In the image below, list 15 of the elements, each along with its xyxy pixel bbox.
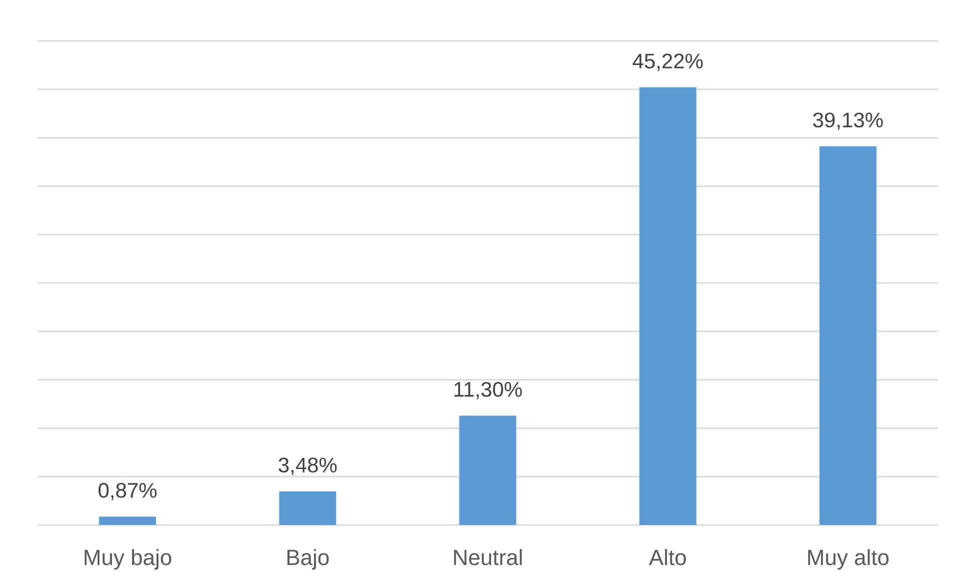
bar xyxy=(99,516,156,525)
bar xyxy=(459,416,516,525)
data-label: 11,30% xyxy=(454,382,522,400)
x-tick-label: Muy alto xyxy=(808,549,889,570)
x-tick-label: Muy bajo xyxy=(84,549,172,570)
bar xyxy=(639,87,696,525)
data-label: 39,13% xyxy=(813,112,883,130)
bar xyxy=(279,491,336,525)
bar xyxy=(819,146,876,525)
x-tick-label: Neutral xyxy=(454,549,522,566)
data-label: 0,87% xyxy=(98,482,157,500)
x-tick-label: Bajo xyxy=(287,549,329,570)
data-label: 45,22% xyxy=(632,54,703,71)
x-tick-label: Alto xyxy=(648,549,686,566)
data-label: 3,48% xyxy=(278,458,337,475)
